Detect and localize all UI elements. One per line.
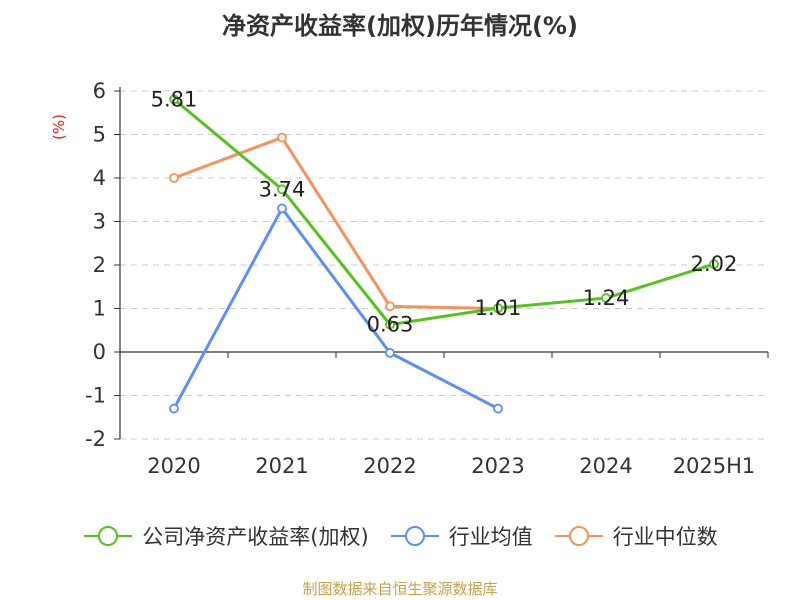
legend-swatch-icon — [390, 526, 439, 546]
data-label: 1.24 — [583, 286, 630, 310]
data-point — [277, 184, 287, 195]
data-point — [169, 94, 179, 105]
x-tick-label: 2024 — [579, 454, 632, 478]
data-point — [493, 303, 503, 313]
data-point — [169, 403, 179, 414]
data-point — [385, 301, 395, 312]
source-footer: 制图数据来自恒生聚源数据库 — [302, 580, 498, 598]
chart-title: 净资产收益率(加权)历年情况(%) — [222, 12, 578, 40]
series-line — [172, 206, 499, 410]
legend-swatch-icon — [84, 526, 133, 546]
legend: 公司净资产收益率(加权) 行业均值 行业中位数 — [0, 518, 800, 554]
legend-item[interactable]: 行业中位数 — [553, 521, 718, 551]
series-line — [173, 98, 715, 327]
y-tick-label: 2 — [93, 253, 106, 277]
legend-label: 行业均值 — [448, 525, 533, 549]
y-tick-label: 6 — [93, 79, 106, 103]
y-tick-label: -1 — [85, 384, 106, 408]
data-label: 0.63 — [367, 313, 414, 337]
data-labels: 5.81 3.74 0.63 1.01 1.24 2.02 — [151, 87, 738, 336]
data-label: 1.01 — [475, 296, 522, 320]
y-tick-label: -2 — [85, 427, 106, 451]
x-tick-label: 2023 — [471, 454, 524, 478]
x-tick-label: 2021 — [255, 454, 308, 478]
x-tick-label: 2025H1 — [673, 454, 756, 478]
data-point — [277, 203, 287, 214]
y-axis-label: (%) — [50, 114, 68, 140]
grid-lines — [120, 90, 768, 440]
data-label: 3.74 — [259, 177, 306, 201]
data-point — [385, 347, 395, 358]
data-point — [493, 403, 503, 414]
legend-item[interactable]: 公司净资产收益率(加权) — [82, 521, 369, 551]
legend-swatch-icon — [554, 526, 603, 546]
legend-item[interactable]: 行业均值 — [389, 521, 533, 551]
y-tick-label: 0 — [93, 340, 106, 364]
x-tick-label: 2020 — [147, 454, 200, 478]
legend-label: 行业中位数 — [612, 525, 718, 549]
axes: -2 -1 0 1 2 3 4 5 6 2020 2021 2022 2023 2024 2025H1 — [85, 79, 769, 478]
series-lines — [169, 94, 719, 414]
data-point — [169, 173, 179, 183]
data-point — [385, 319, 395, 330]
y-tick-label: 5 — [93, 123, 106, 147]
data-label: 5.81 — [151, 87, 198, 111]
y-tick-label: 4 — [93, 166, 106, 190]
data-point — [601, 293, 611, 303]
x-tick-label: 2022 — [363, 454, 416, 478]
y-tick-label: 1 — [93, 297, 106, 321]
data-point — [709, 259, 719, 270]
series-line — [173, 136, 499, 310]
data-label: 2.02 — [691, 252, 738, 276]
legend-label: 公司净资产收益率(加权) — [142, 525, 369, 549]
data-point — [277, 132, 287, 143]
y-tick-label: 3 — [93, 210, 106, 234]
